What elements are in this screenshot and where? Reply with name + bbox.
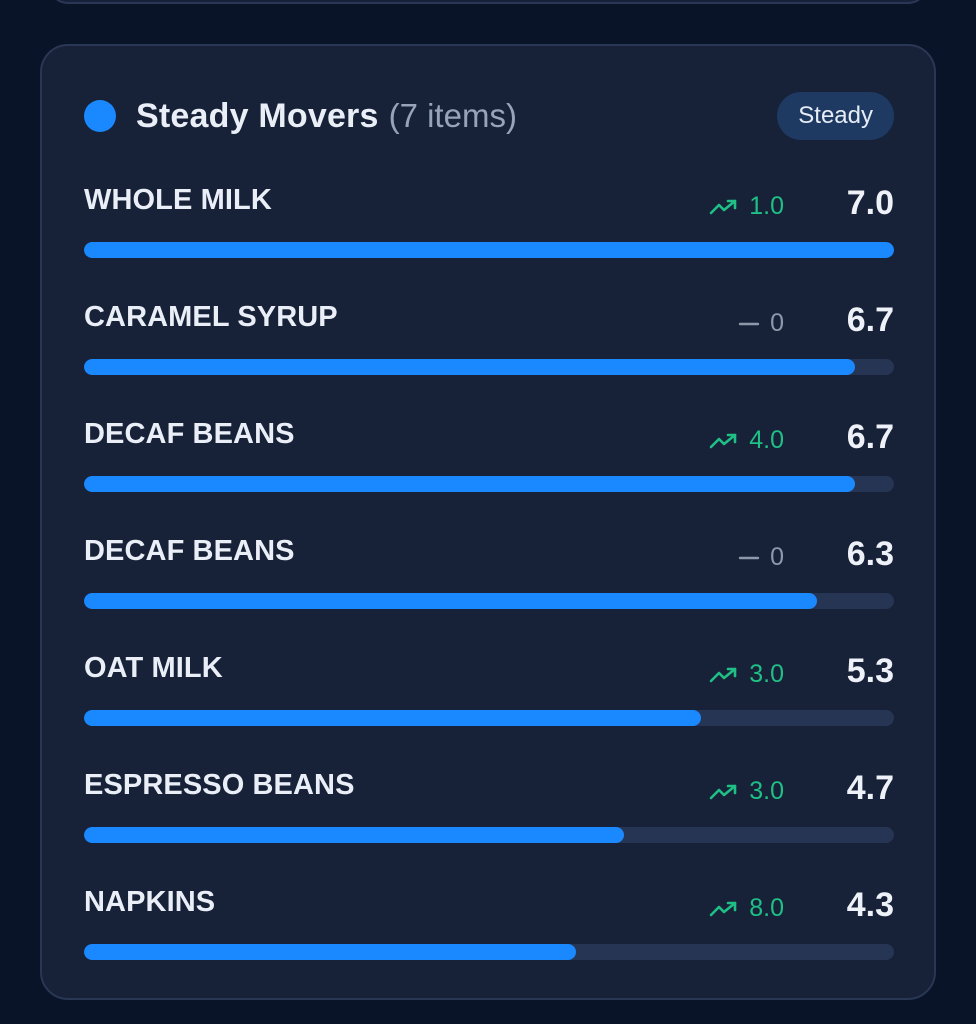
trending-up-icon xyxy=(709,432,743,450)
panel-header: Steady Movers (7 items) Steady xyxy=(84,90,894,142)
trending-up-icon xyxy=(709,900,743,918)
progress-fill xyxy=(84,710,702,726)
list-item: WHOLE MILK 1.0 7.0 xyxy=(84,176,894,293)
progress-track xyxy=(84,827,894,843)
item-delta: 0 xyxy=(738,543,784,572)
item-delta: 4.0 xyxy=(709,426,784,455)
item-value: 6.3 xyxy=(846,535,894,573)
item-name: WHOLE MILK xyxy=(84,184,272,216)
progress-fill xyxy=(84,359,856,375)
list-item: OAT MILK 3.0 5.3 xyxy=(84,644,894,761)
progress-track xyxy=(84,710,894,726)
item-value: 6.7 xyxy=(846,418,894,456)
item-delta: 8.0 xyxy=(709,894,784,923)
item-name: CARAMEL SYRUP xyxy=(84,301,338,333)
list-item: DECAF BEANS 0 6.3 xyxy=(84,527,894,644)
list-item: ESPRESSO BEANS 3.0 4.7 xyxy=(84,761,894,878)
item-list: WHOLE MILK 1.0 7.0 CARAMEL SYRUP 0 6.7 DECAF B… xyxy=(84,176,894,995)
item-value: 5.3 xyxy=(846,652,894,690)
item-value: 7.0 xyxy=(846,184,894,222)
previous-card xyxy=(48,0,928,4)
progress-track xyxy=(84,593,894,609)
trending-up-icon xyxy=(709,666,743,684)
dash-icon xyxy=(738,549,764,567)
item-value: 4.3 xyxy=(846,886,894,924)
panel-title: Steady Movers xyxy=(136,96,379,135)
list-item: DECAF BEANS 4.0 6.7 xyxy=(84,410,894,527)
list-item: CARAMEL SYRUP 0 6.7 xyxy=(84,293,894,410)
progress-fill xyxy=(84,944,576,960)
item-delta-value: 3.0 xyxy=(749,777,784,805)
progress-track xyxy=(84,359,894,375)
progress-track xyxy=(84,242,894,258)
progress-fill xyxy=(84,827,625,843)
item-delta-value: 0 xyxy=(770,309,784,337)
item-name: DECAF BEANS xyxy=(84,535,295,567)
item-name: NAPKINS xyxy=(84,886,216,918)
steady-movers-panel: Steady Movers (7 items) Steady WHOLE MIL… xyxy=(40,44,936,1000)
progress-fill xyxy=(84,476,856,492)
list-item: NAPKINS 8.0 4.3 xyxy=(84,878,894,995)
item-value: 4.7 xyxy=(846,769,894,807)
progress-track xyxy=(84,944,894,960)
item-delta: 3.0 xyxy=(709,660,784,689)
item-name: OAT MILK xyxy=(84,652,223,684)
item-delta-value: 1.0 xyxy=(749,192,784,220)
item-delta: 3.0 xyxy=(709,777,784,806)
item-delta-value: 0 xyxy=(770,543,784,571)
item-delta-value: 4.0 xyxy=(749,426,784,454)
progress-fill xyxy=(84,242,894,258)
item-name: ESPRESSO BEANS xyxy=(84,769,355,801)
item-name: DECAF BEANS xyxy=(84,418,295,450)
item-delta-value: 8.0 xyxy=(749,894,784,922)
progress-fill xyxy=(84,593,818,609)
status-dot-icon xyxy=(84,100,116,132)
item-delta: 0 xyxy=(738,309,784,338)
item-count: (7 items) xyxy=(388,97,517,134)
progress-track xyxy=(84,476,894,492)
item-delta: 1.0 xyxy=(709,192,784,221)
dash-icon xyxy=(738,315,764,333)
trending-up-icon xyxy=(709,198,743,216)
item-delta-value: 3.0 xyxy=(749,660,784,688)
item-value: 6.7 xyxy=(846,301,894,339)
status-badge: Steady xyxy=(777,92,894,140)
trending-up-icon xyxy=(709,783,743,801)
